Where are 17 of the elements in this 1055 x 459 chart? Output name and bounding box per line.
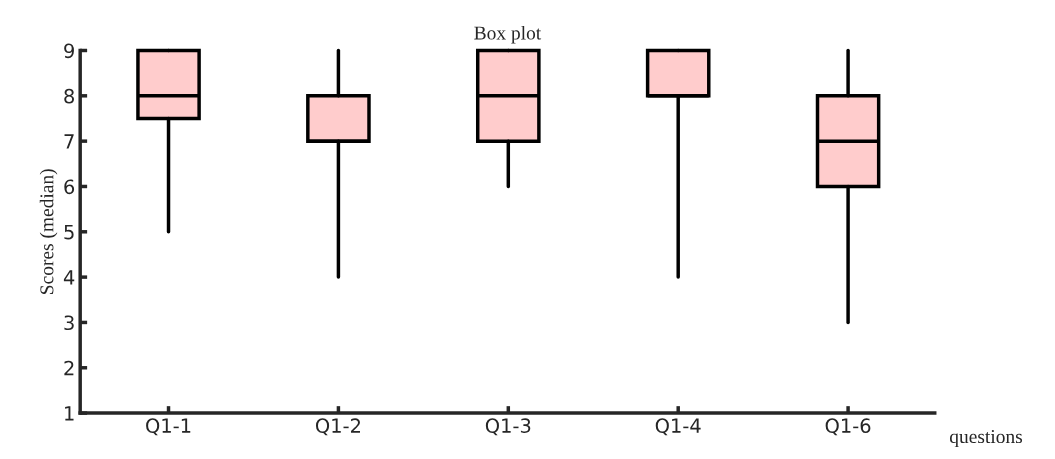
y-tick-label: 2 [64, 360, 74, 376]
y-tick-label: 6 [64, 179, 75, 195]
y-tick-label: 7 [64, 134, 74, 149]
y-tick-label: 1 [65, 406, 74, 421]
x-tick-label: Q1-4 [655, 418, 701, 436]
x-axis-title: questions [949, 430, 1023, 448]
x-tick-label: Q1-2 [315, 418, 360, 436]
y-tick-label: 5 [64, 225, 74, 240]
chart-title: Box plot [474, 25, 542, 44]
y-tick-label: 9 [64, 43, 74, 59]
x-tick-label: Q1-1 [146, 418, 191, 436]
y-tick-label: 3 [64, 315, 74, 331]
y-axis-title: Scores (median) [39, 169, 58, 294]
y-tick-label: 4 [63, 270, 75, 285]
y-tick-label: 8 [64, 88, 74, 104]
x-tick-label: Q1-6 [825, 418, 871, 436]
x-tick-label: Q1-3 [485, 418, 531, 436]
